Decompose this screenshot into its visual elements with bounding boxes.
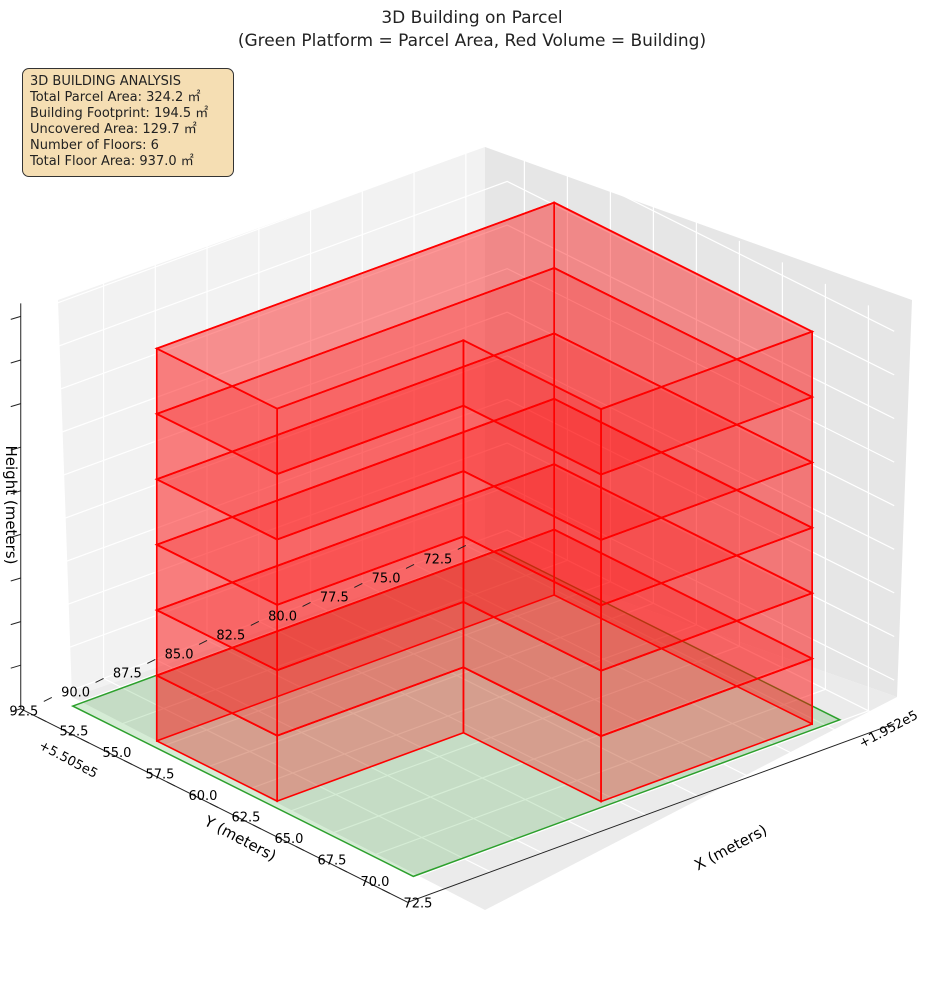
left-pane: [58, 147, 485, 697]
x-tick-label: 65.0: [274, 832, 303, 847]
y-tick-mark: [198, 639, 208, 645]
x-tick-mark: [295, 845, 305, 851]
info-heading: 3D BUILDING ANALYSIS: [30, 74, 182, 89]
grid-line-z: [20, 180, 895, 376]
y-tick-mark: [43, 696, 53, 702]
grid-line-z: [20, 355, 895, 550]
x-tick-mark: [37, 716, 47, 722]
x-tick-label: 60.0: [188, 789, 217, 804]
x-tick-label: 52.5: [59, 724, 88, 739]
info-uncovered-area: Uncovered Area: 129.7 ㎡: [30, 122, 197, 137]
building-volume: [154, 201, 815, 803]
grid-line-z: [20, 224, 895, 420]
y-tick-mark: [405, 563, 415, 569]
grid-line-z: [20, 529, 895, 725]
floor-pane: [72, 553, 897, 910]
x-tick-label: 70.0: [360, 875, 389, 890]
y-tick-label: 72.5: [423, 552, 452, 567]
x-tick-label: 55.0: [102, 746, 131, 761]
z-tick-mark: [10, 664, 21, 669]
y-tick-label: 77.5: [320, 590, 349, 605]
x-tick-label: 62.5: [231, 810, 260, 825]
y-tick-mark: [95, 677, 104, 683]
right-pane: [485, 147, 912, 697]
z-tick-mark: [10, 708, 21, 713]
grid-line-z: [20, 137, 895, 332]
y-tick-label: 92.5: [9, 704, 38, 719]
y-tick-label: 87.5: [113, 666, 142, 681]
z-tick-mark: [10, 621, 21, 626]
y-tick-label: 85.0: [165, 647, 194, 662]
x-tick-label: 72.5: [403, 896, 432, 911]
z-tick-mark: [10, 446, 21, 451]
y-tick-mark: [457, 544, 467, 550]
x-axis-line: [407, 723, 895, 903]
x-offset-text: +1.952e5: [857, 708, 921, 751]
building-floor: [154, 332, 815, 607]
x-axis-label: X (meters): [691, 821, 770, 874]
gridlines: [20, 133, 895, 892]
building-floor: [154, 266, 815, 542]
building-floor: [154, 462, 815, 738]
y-offset-text: +5.505e5: [36, 738, 100, 781]
building-floor: [154, 528, 815, 803]
info-total-floor-area: Total Floor Area: 937.0 ㎡: [30, 154, 194, 169]
x-tick-mark: [252, 824, 262, 830]
x-tick-mark: [166, 781, 176, 787]
grid-line-z: [20, 485, 895, 681]
chart-subtitle: (Green Platform = Parcel Area, Red Volum…: [237, 31, 707, 51]
building-slab: [154, 201, 815, 411]
y-tick-mark: [302, 601, 311, 607]
z-axis-label: Height (meters): [2, 446, 20, 565]
x-tick-mark: [80, 738, 90, 744]
z-tick-mark: [10, 315, 21, 320]
y-tick-mark: [354, 582, 363, 588]
y-tick-label: 80.0: [268, 609, 297, 624]
grid-line-z: [20, 267, 895, 463]
x-tick-mark: [209, 802, 219, 808]
tick-labels: 52.5 55.0 57.5 60.0 62.5 65.0 67.5 70.0 72.5 72.5…: [9, 315, 467, 911]
info-number-of-floors: Number of Floors: 6: [30, 138, 159, 153]
y-tick-label: 75.0: [372, 571, 401, 586]
y-tick-mark: [250, 620, 260, 626]
y-tick-label: 82.5: [216, 628, 245, 643]
x-tick-label: 67.5: [317, 853, 346, 868]
chart-title: 3D Building on Parcel: [381, 8, 563, 28]
x-tick-mark: [381, 888, 391, 894]
grid-line-z: [20, 311, 895, 507]
x-tick-label: 57.5: [145, 767, 174, 782]
info-parcel-area: Total Parcel Area: 324.2 ㎡: [30, 90, 201, 105]
building-floor: [154, 201, 815, 476]
x-tick-mark: [123, 759, 133, 765]
info-building-footprint: Building Footprint: 194.5 ㎡: [30, 106, 209, 121]
grid-line-z: [20, 398, 895, 594]
z-tick-mark: [10, 359, 21, 364]
z-tick-mark: [10, 490, 21, 495]
grid-line-z: [20, 442, 895, 638]
z-tick-mark: [10, 533, 21, 538]
z-tick-mark: [10, 577, 21, 582]
z-tick-mark: [10, 403, 21, 408]
y-tick-mark: [147, 658, 156, 664]
y-tick-label: 90.0: [61, 685, 90, 700]
analysis-info-box: 3D BUILDING ANALYSIS Total Parcel Area: …: [22, 68, 234, 177]
x-tick-mark: [338, 867, 348, 873]
